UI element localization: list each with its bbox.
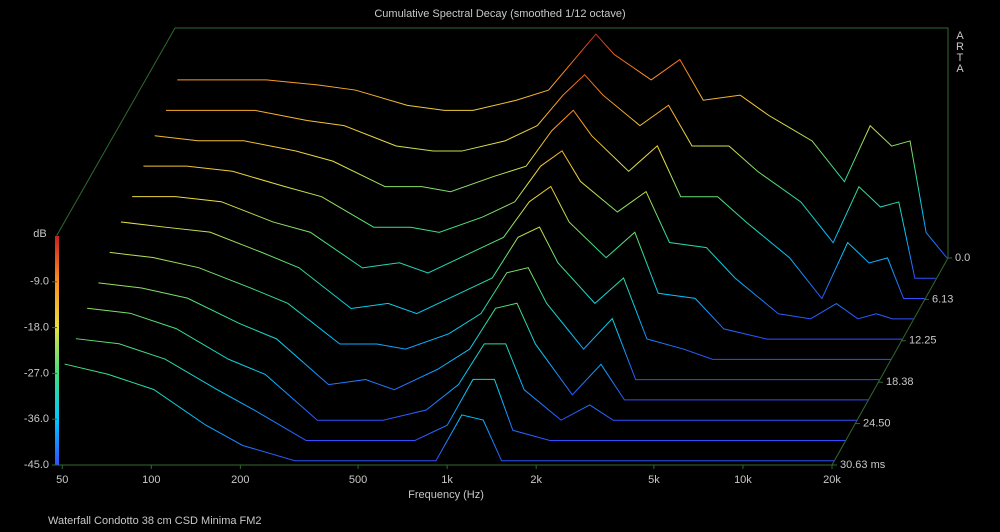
footer: Waterfall Condotto 38 cm CSD Minima FM2: [48, 515, 262, 527]
x-tick-label: 50: [56, 474, 68, 486]
slice-mask: [98, 282, 869, 400]
decay-slice: [75, 338, 846, 441]
slice-mask: [87, 308, 857, 421]
x-tick-label: 1k: [441, 474, 453, 486]
color-bar: [55, 236, 59, 465]
y-tick-label: -45.0: [24, 459, 49, 471]
x-tick-label: 5k: [648, 474, 660, 486]
x-tick-label: 20k: [823, 474, 841, 486]
x-tick-label: 2k: [530, 474, 542, 486]
plot: -9.0 -18.0 -27.0 -36.0 -45.0 50 100 200 500 1k 2k 5…: [24, 33, 970, 486]
decay-slice: [120, 221, 891, 360]
x-tick-label: 500: [349, 474, 367, 486]
decay-slice: [132, 185, 902, 340]
decay-slice: [98, 282, 869, 401]
z-tick-label: 18.38: [886, 376, 914, 388]
slice-mask: [64, 364, 835, 461]
chart-title: Cumulative Spectral Decay (smoothed 1/12…: [374, 8, 625, 20]
decay-slice: [177, 33, 948, 259]
x-axis-label: Frequency (Hz): [408, 489, 484, 501]
z-tick-label: 6.13: [932, 293, 953, 305]
y-tick-label: -18.0: [24, 322, 49, 334]
z-tick-label: 12.25: [909, 335, 937, 347]
y-tick-label: -27.0: [24, 367, 49, 379]
decay-slice: [64, 363, 835, 462]
y-tick-label: -36.0: [24, 413, 49, 425]
x-tick-label: 100: [142, 474, 160, 486]
decay-slice: [154, 109, 925, 300]
decay-slice: [143, 150, 914, 320]
x-tick-label: 200: [231, 474, 249, 486]
decay-slice: [109, 251, 880, 381]
y-axis-label: dB: [33, 228, 46, 240]
y-tick-label: -9.0: [30, 276, 49, 288]
z-tick-label: 30.63 ms: [840, 459, 886, 471]
decay-slice: [165, 74, 936, 279]
z-tick-label: 0.0: [955, 252, 970, 264]
decay-slice: [87, 307, 857, 421]
z-tick-label: 24.50: [863, 417, 891, 429]
x-tick-label: 10k: [734, 474, 752, 486]
